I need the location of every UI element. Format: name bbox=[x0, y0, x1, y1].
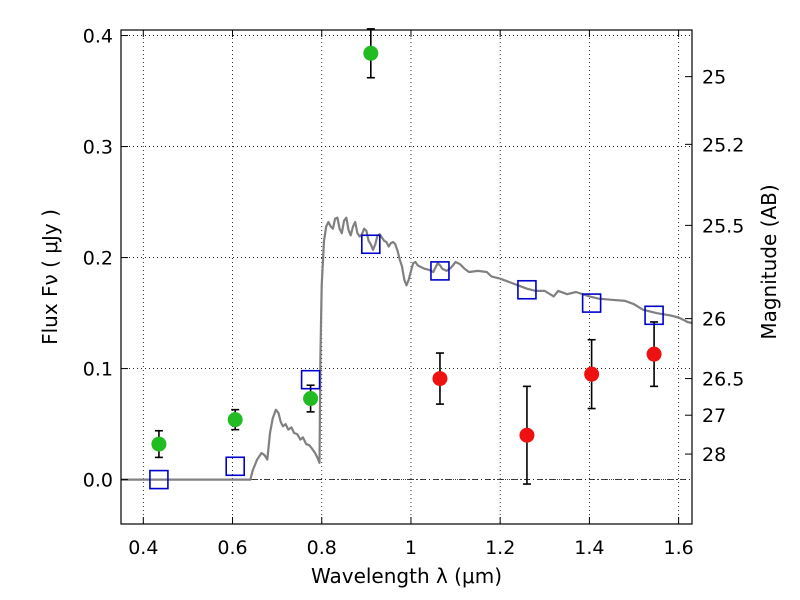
y-tick-label: 0.0 bbox=[83, 470, 113, 492]
x-axis-title: Wavelength λ (μm) bbox=[311, 564, 502, 588]
right-axis-tick-label: 26.5 bbox=[702, 369, 744, 391]
model-photometry-square bbox=[430, 261, 450, 281]
y-axis-title: Flux Fν ( μJy ) bbox=[38, 209, 62, 345]
red-data-point bbox=[646, 346, 662, 362]
model-photometry-square bbox=[225, 456, 245, 477]
model-photometry-square bbox=[300, 369, 321, 390]
plot-frame bbox=[120, 29, 693, 525]
y-tick-label: 0.4 bbox=[83, 26, 113, 48]
red-data-point bbox=[519, 427, 535, 443]
red-data-point bbox=[584, 366, 600, 382]
green-data-point bbox=[151, 436, 167, 452]
right-axis-tick-label: 25.2 bbox=[702, 134, 744, 156]
x-tick-label: 1.2 bbox=[485, 537, 515, 559]
model-curve bbox=[121, 216, 693, 481]
x-tick-label: 0.8 bbox=[307, 537, 337, 559]
x-tick-label: 1.6 bbox=[664, 537, 694, 559]
green-data-point bbox=[227, 412, 243, 428]
model-photometry-square bbox=[361, 234, 381, 255]
y-tick-label: 0.1 bbox=[83, 359, 113, 381]
right-axis-tick-label: 25.5 bbox=[702, 215, 744, 237]
right-axis-tick-label: 28 bbox=[702, 444, 726, 466]
model-photometry-square bbox=[581, 293, 602, 313]
x-tick-label: 0.6 bbox=[217, 537, 247, 559]
red-data-point bbox=[432, 371, 448, 387]
x-tick-label: 1.4 bbox=[574, 537, 604, 559]
model-photometry-square bbox=[517, 279, 537, 300]
y-tick-label: 0.3 bbox=[83, 137, 113, 159]
x-tick-label: 0.4 bbox=[128, 537, 158, 559]
y-tick-label: 0.2 bbox=[83, 248, 113, 270]
x-tick-label: 1 bbox=[405, 537, 417, 559]
right-axis-tick-label: 25 bbox=[702, 67, 726, 89]
right-axis-tick-label: 27 bbox=[702, 405, 726, 427]
model-spectrum-line bbox=[121, 216, 693, 481]
data-points bbox=[149, 28, 664, 490]
green-data-point bbox=[363, 45, 379, 61]
green-data-point bbox=[303, 391, 319, 407]
right-axis-tick-label: 26 bbox=[702, 309, 726, 331]
model-photometry-square bbox=[149, 469, 169, 490]
axis-ticks: 0.4 0.6 0.8 1 1.2 1.4 1.6 0.0 0.1 0.2 0.3 0.4 25 25.2… bbox=[83, 26, 745, 559]
right-axis-title: Magnitude (AB) bbox=[757, 184, 781, 339]
model-photometry-square bbox=[644, 305, 664, 326]
